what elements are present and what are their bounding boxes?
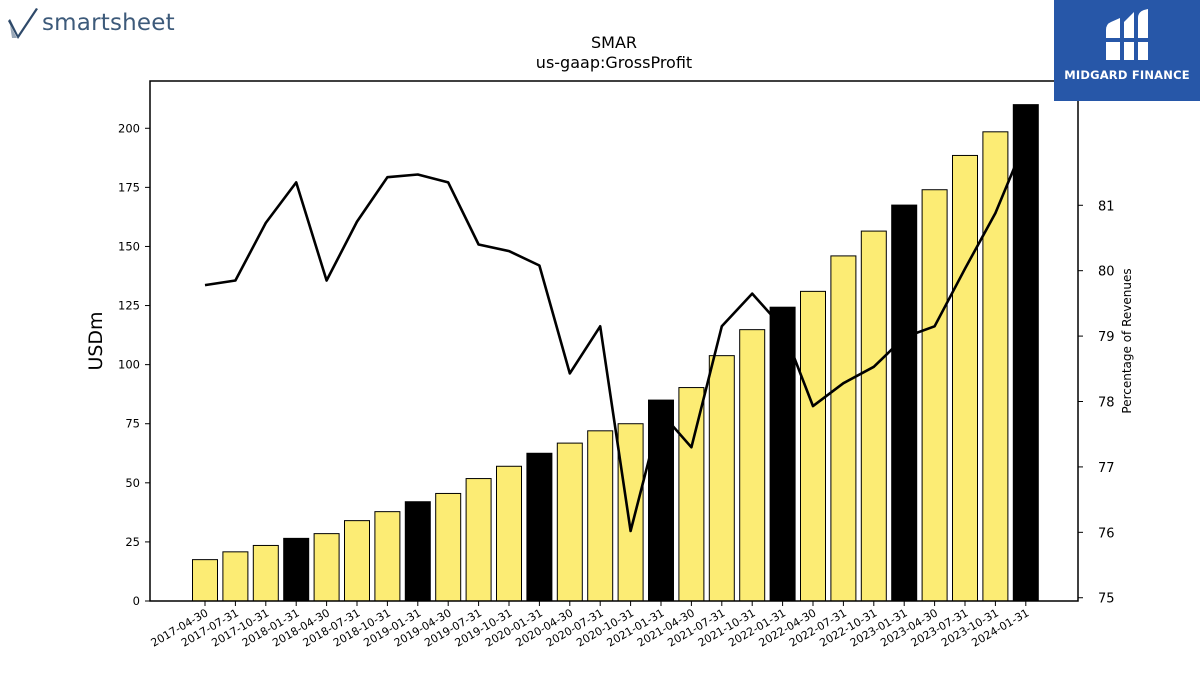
y-tick-label: 50 xyxy=(125,476,140,490)
bar-2021-04-30 xyxy=(678,387,705,602)
midgard-monogram-icon xyxy=(1102,9,1152,60)
bar-2024-01-31 xyxy=(1012,104,1039,602)
midgard-finance-wordmark: MIDGARD FINANCE xyxy=(1064,68,1190,82)
bar-2020-01-31 xyxy=(526,452,553,602)
y-tick-label: 125 xyxy=(118,299,140,313)
gross-margin-line xyxy=(204,139,1028,533)
bar-2020-10-31 xyxy=(617,423,644,602)
bar-2018-07-31 xyxy=(344,520,370,602)
bar-2017-04-30 xyxy=(192,559,218,602)
bar-2022-10-31 xyxy=(860,230,887,602)
checkmark-icon xyxy=(8,8,38,39)
bar-2019-10-31 xyxy=(496,465,522,602)
y-tick-label: 0 xyxy=(133,594,140,608)
smartsheet-logo: smartsheet xyxy=(6,4,175,42)
y-tick-label: 200 xyxy=(118,121,140,135)
y-axis-label: USDm xyxy=(85,311,107,370)
chart-title: SMAR xyxy=(591,33,637,52)
bars-group xyxy=(192,104,1039,602)
y2-tick-label: 80 xyxy=(1098,265,1115,280)
right-axis: 75 76 77 78 79 80 81 xyxy=(1078,199,1115,607)
y-tick-label: 175 xyxy=(118,180,140,194)
bar-2018-04-30 xyxy=(313,533,340,602)
y2-tick-label: 76 xyxy=(1098,526,1115,541)
bar-2017-07-31 xyxy=(222,551,249,602)
bar-2019-01-31 xyxy=(404,501,431,602)
y-tick-label: 25 xyxy=(125,535,140,549)
chart-subtitle: us-gaap:GrossProfit xyxy=(536,53,692,72)
bar-2018-01-31 xyxy=(283,537,310,602)
y-tick-label: 150 xyxy=(118,239,140,253)
bar-2018-10-31 xyxy=(374,511,401,602)
left-axis: 0 25 50 75 100 125 150 175 200 xyxy=(118,121,150,608)
bar-2021-01-31 xyxy=(648,399,674,602)
bar-2023-04-30 xyxy=(921,189,948,602)
bar-2022-01-31 xyxy=(769,306,796,602)
line-group xyxy=(204,139,1028,533)
y2-tick-label: 78 xyxy=(1098,396,1115,411)
y2-tick-label: 79 xyxy=(1098,330,1115,345)
bar-2021-10-31 xyxy=(739,329,766,602)
midgard-finance-logo: MIDGARD FINANCE xyxy=(1054,0,1200,101)
bar-2019-04-30 xyxy=(435,492,462,602)
y2-tick-label: 75 xyxy=(1098,592,1115,607)
bar-2023-10-31 xyxy=(982,131,1009,602)
bar-2022-07-31 xyxy=(830,255,857,602)
y2-axis-label: Percentage of Revenues xyxy=(1120,268,1134,413)
bar-2023-01-31 xyxy=(891,204,918,602)
bar-2020-07-31 xyxy=(587,430,614,602)
bar-2022-04-30 xyxy=(800,290,826,602)
bar-2021-07-31 xyxy=(708,355,735,602)
y-tick-label: 75 xyxy=(125,417,140,431)
bar-2017-10-31 xyxy=(252,544,279,602)
bar-2020-04-30 xyxy=(556,442,583,602)
smartsheet-wordmark: smartsheet xyxy=(42,10,175,36)
plot-frame xyxy=(149,80,1079,602)
bar-2023-07-31 xyxy=(952,154,978,602)
y2-tick-label: 81 xyxy=(1098,199,1115,214)
y-tick-label: 100 xyxy=(118,358,140,372)
bar-2019-07-31 xyxy=(465,478,492,602)
y2-tick-label: 77 xyxy=(1098,461,1115,476)
x-axis: 2017-04-302017-07-312017-10-312018-01-31… xyxy=(149,601,1031,650)
